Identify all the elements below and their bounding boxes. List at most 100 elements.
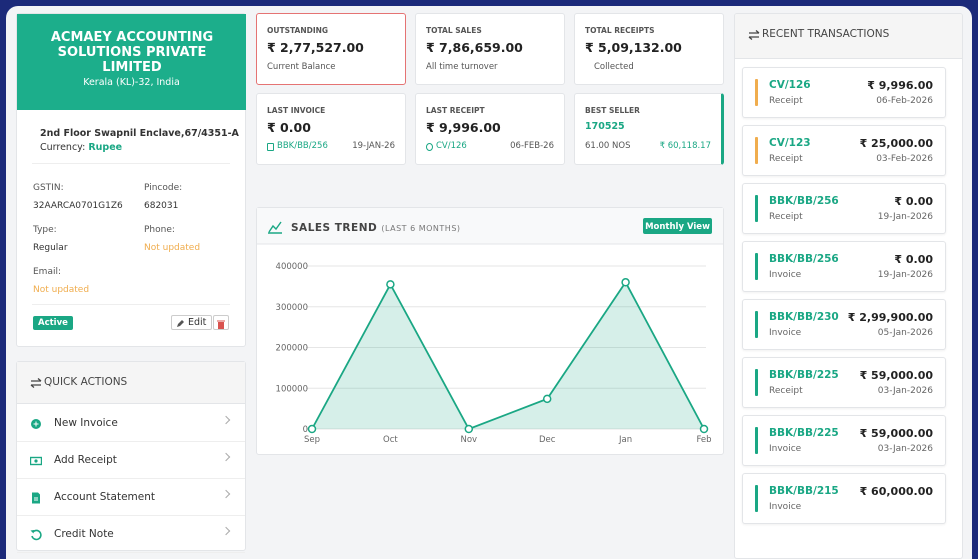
tx-type: Receipt [769,212,803,222]
transaction[interactable]: BBK/BB/225 Invoice ₹ 59,000.00 03-Jan-2026 [742,415,946,466]
tx-type: Invoice [769,270,802,280]
accent-bar [755,137,758,164]
tx-amount: ₹ 60,000.00 [859,485,933,498]
transaction[interactable]: BBK/BB/215 Invoice ₹ 60,000.00 [742,473,946,524]
transaction[interactable]: BBK/BB/256 Invoice ₹ 0.00 19-Jan-2026 [742,241,946,292]
stat-value: ₹ 7,86,659.00 [426,40,523,55]
divider [32,163,230,164]
stat-value: ₹ 9,996.00 [426,120,501,135]
transaction[interactable]: BBK/BB/256 Receipt ₹ 0.00 19-Jan-2026 [742,183,946,234]
quick-action[interactable]: Account Statement [17,480,245,516]
action-label: Add Receipt [54,454,117,466]
tx-amount: ₹ 59,000.00 [859,427,933,440]
stat-label: OUTSTANDING [267,26,329,35]
tx-date: 19-Jan-2026 [877,212,933,222]
quick-actions-card: QUICK ACTIONS New Invoice Add Receipt Acco… [16,361,246,553]
tx-date: 03-Jan-2026 [877,444,933,454]
y-tick-label: 400000 [276,262,308,272]
transaction[interactable]: CV/126 Receipt ₹ 9,996.00 06-Feb-2026 [742,67,946,118]
edit-label: Edit [188,317,207,328]
company-location: Kerala (KL)-32, India [83,77,180,88]
stat-note: All time turnover [426,62,498,72]
transaction[interactable]: BBK/BB/225 Receipt ₹ 59,000.00 03-Jan-2026 [742,357,946,408]
swap-icon [748,30,760,40]
chart-title: SALES TREND (LAST 6 MONTHS) [291,222,461,234]
x-tick-label: Nov [461,435,478,445]
stat-card: BEST SELLER 170525 61.00 NOS ₹ 60,118.17 [574,93,724,165]
stat-date: ₹ 60,118.17 [659,141,711,151]
stat-value: ₹ 5,09,132.00 [585,40,682,55]
tx-amount: ₹ 2,99,900.00 [847,311,933,324]
stat-card: LAST RECEIPT ₹ 9,996.00 CV/126 06-FEB-26 [415,93,565,165]
transaction[interactable]: BBK/BB/230 Invoice ₹ 2,99,900.00 05-Jan-202… [742,299,946,350]
delete-button[interactable] [213,315,229,330]
x-tick-label: Sep [304,435,320,445]
accent-bar [755,485,758,512]
tx-type: Receipt [769,154,803,164]
stat-date: 06-FEB-26 [510,141,554,151]
action-label: New Invoice [54,417,118,429]
tx-ref: CV/123 [769,137,811,149]
field-value: Regular [33,243,68,253]
field-label: GSTIN: [33,183,64,193]
swap-icon [30,378,42,388]
tx-amount: ₹ 9,996.00 [867,79,933,92]
quick-action[interactable]: New Invoice [17,406,245,442]
stat-ref: CV/126 [436,141,467,151]
line [311,280,705,431]
tx-ref: BBK/BB/225 [769,369,839,381]
stat-label: LAST INVOICE [267,106,326,115]
accent-bar [755,369,758,396]
x-tick-label: Dec [539,435,556,445]
tx-type: Invoice [769,502,802,512]
chevron [221,415,231,425]
tx-ref: BBK/BB/230 [769,311,839,323]
field-label: Email: [33,267,62,277]
stat-card: TOTAL SALES ₹ 7,86,659.00 All time turnove… [415,13,565,85]
action-icon [30,456,42,466]
point [464,424,474,434]
tx-amount: ₹ 0.00 [894,195,933,208]
stat-value: ₹ 0.00 [267,120,311,135]
point [699,424,709,434]
tx-title: RECENT TRANSACTIONS [762,28,890,40]
stat-card: OUTSTANDING ₹ 2,77,527.00 Current Balance [256,13,406,85]
divider [32,304,230,305]
stat-value: 170525 [585,121,625,132]
chart-icon [268,221,282,234]
accent-bar [755,195,758,222]
point [386,280,395,289]
stat-date: 19-JAN-26 [352,141,395,151]
ref-icon [426,143,433,151]
stat-label: BEST SELLER [585,106,640,115]
stat-ref: 61.00 NOS [585,141,631,151]
action-label: Account Statement [54,491,155,503]
y-tick-label: 200000 [276,344,308,354]
stat-value: ₹ 2,77,527.00 [267,40,364,55]
field-label: Phone: [144,225,175,235]
quick-action[interactable]: Add Receipt [17,443,245,479]
monthly-view-button[interactable] [643,218,712,234]
currency: Rupee [88,142,123,153]
chart-subtitle: (LAST 6 MONTHS) [381,224,460,233]
dashboard: ACMAEY ACCOUNTING SOLUTIONS PRIVATE LIMI… [6,6,972,559]
stat-label: TOTAL SALES [426,26,482,35]
chevron [221,489,231,499]
tx-date: 06-Feb-2026 [876,96,933,106]
accent-bar [755,311,758,338]
tx-type: Invoice [769,328,802,338]
transaction[interactable]: CV/123 Receipt ₹ 25,000.00 03-Feb-2026 [742,125,946,176]
status-badge: Active [33,316,73,330]
edit-button[interactable]: Edit [171,315,213,330]
stat-label: TOTAL RECEIPTS [585,26,655,35]
tx-type: Receipt [769,386,803,396]
tx-date: 03-Jan-2026 [877,386,933,396]
delete-icon [217,320,225,329]
y-tick-label: 100000 [276,384,308,394]
field-label: Type: [33,225,57,235]
quick-action[interactable]: Credit Note [17,517,245,553]
stat-note: Current Balance [267,62,336,72]
stat-card: TOTAL RECEIPTS ₹ 5,09,132.00 Collected [574,13,724,85]
point [542,394,552,404]
